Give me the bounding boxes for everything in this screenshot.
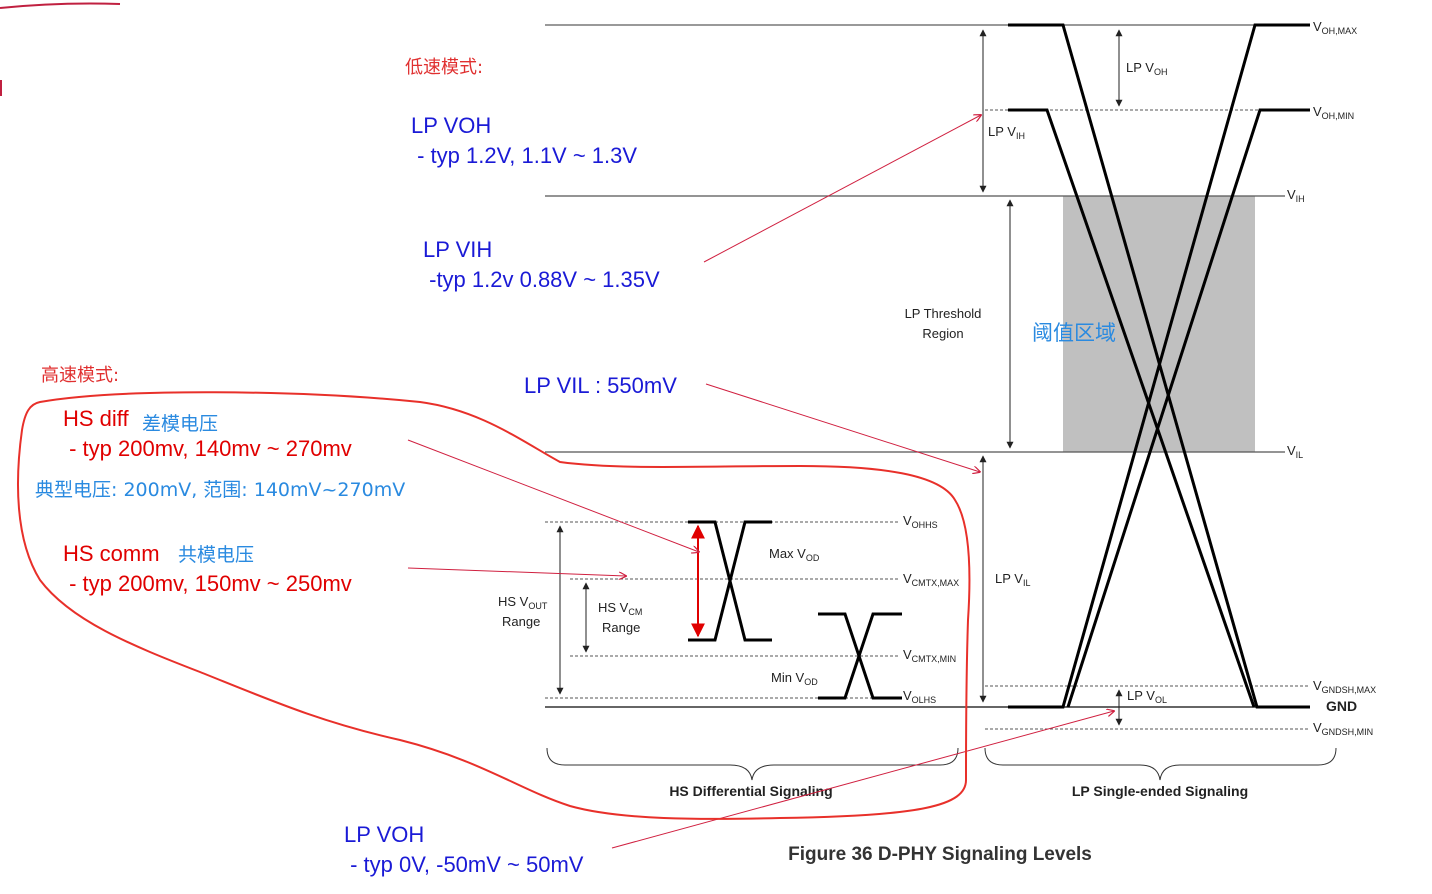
label-hs-vout-range: Range: [502, 614, 540, 629]
annotation-hs-diff: HS diff: [63, 406, 130, 431]
label-lp-voh: LP VOH: [1126, 60, 1167, 77]
label-lp-threshold-1: LP Threshold: [905, 306, 982, 321]
annotation-lp-vih-value: -typ 1.2v 0.88V ~ 1.35V: [423, 267, 660, 292]
pointer-lp-vih: [703, 115, 981, 263]
label-lp-vil: LP VIL: [995, 571, 1030, 588]
pointer-hs-diff: [407, 439, 699, 552]
annotation-lp-voh-title: LP VOH: [411, 113, 491, 138]
label-hs-section: HS Differential Signaling: [669, 783, 832, 799]
annotation-hs-comm: HS comm: [63, 541, 160, 566]
annotation-hs-diff-cn-value: 典型电压: 200mV, 范围: 140mV~270mV: [35, 479, 405, 501]
pointer-hs-comm: [407, 567, 626, 576]
label-hs-vout: HS VOUT: [498, 594, 548, 611]
annotation-lp-vol-value: - typ 0V, -50mV ~ 50mV: [344, 852, 584, 877]
hs-eye-min-2: [818, 612, 902, 700]
label-lp-vol: LP VOL: [1127, 688, 1167, 705]
label-vih: VIH: [1287, 187, 1305, 204]
pointer-lp-vol: [611, 711, 1114, 849]
label-lp-vih: LP VIH: [988, 124, 1025, 141]
annotation-low-speed-mode: 低速模式:: [405, 57, 483, 78]
label-vcmtx-max: VCMTX,MAX: [903, 571, 959, 588]
label-hs-vcm: HS VCM: [598, 600, 642, 617]
annotation-lp-vil: LP VIL : 550mV: [524, 373, 677, 398]
label-min-vod: Min VOD: [771, 670, 818, 687]
lp-threshold-region: [1063, 196, 1255, 452]
annotation-lp-vol-title: LP VOH: [344, 822, 424, 847]
lp-waveform-rise: [1008, 23, 1310, 709]
annotation-high-speed-mode: 高速模式:: [41, 365, 119, 386]
label-vcmtx-min: VCMTX,MIN: [903, 647, 956, 664]
label-max-vod: Max VOD: [769, 546, 820, 563]
annotation-threshold-zone: 阈值区域: [1032, 321, 1116, 345]
annotation-lp-voh-value: - typ 1.2V, 1.1V ~ 1.3V: [411, 143, 637, 168]
label-voh-min: VOH,MIN: [1313, 104, 1354, 121]
figure-caption: Figure 36 D-PHY Signaling Levels: [788, 844, 1092, 865]
annotation-hs-comm-cn: 共模电压: [178, 544, 254, 566]
label-volhs: VOLHS: [903, 688, 936, 705]
label-vohhs: VOHHS: [903, 513, 938, 530]
label-vgndsh-min: VGNDSH,MIN: [1313, 720, 1373, 737]
label-lp-threshold-2: Region: [922, 326, 963, 341]
label-gnd: GND: [1326, 698, 1357, 714]
lp-waveform-rise-min: [1066, 108, 1310, 708]
label-voh-max: VOH,MAX: [1313, 19, 1357, 36]
hs-mode-enclosure: [17, 391, 971, 820]
annotation-lp-vih-title: LP VIH: [423, 237, 492, 262]
lp-waveform-high-min: [1008, 108, 1256, 708]
label-hs-vcm-range: Range: [602, 620, 640, 635]
hs-eye-max-2: [688, 520, 772, 642]
corner-mark: [0, 2, 121, 9]
annotation-hs-diff-value: - typ 200mv, 140mv ~ 270mv: [63, 436, 352, 461]
label-vgndsh-max: VGNDSH,MAX: [1313, 678, 1376, 695]
annotation-hs-diff-cn: 差模电压: [142, 413, 218, 435]
label-vil: VIL: [1287, 443, 1303, 460]
pointer-lp-vil: [705, 383, 980, 472]
lp-section-brace: [984, 747, 1337, 781]
hs-section-brace: [546, 747, 959, 781]
annotation-hs-comm-value: - typ 200mv, 150mv ~ 250mv: [63, 571, 352, 596]
label-lp-section: LP Single-ended Signaling: [1072, 783, 1248, 799]
